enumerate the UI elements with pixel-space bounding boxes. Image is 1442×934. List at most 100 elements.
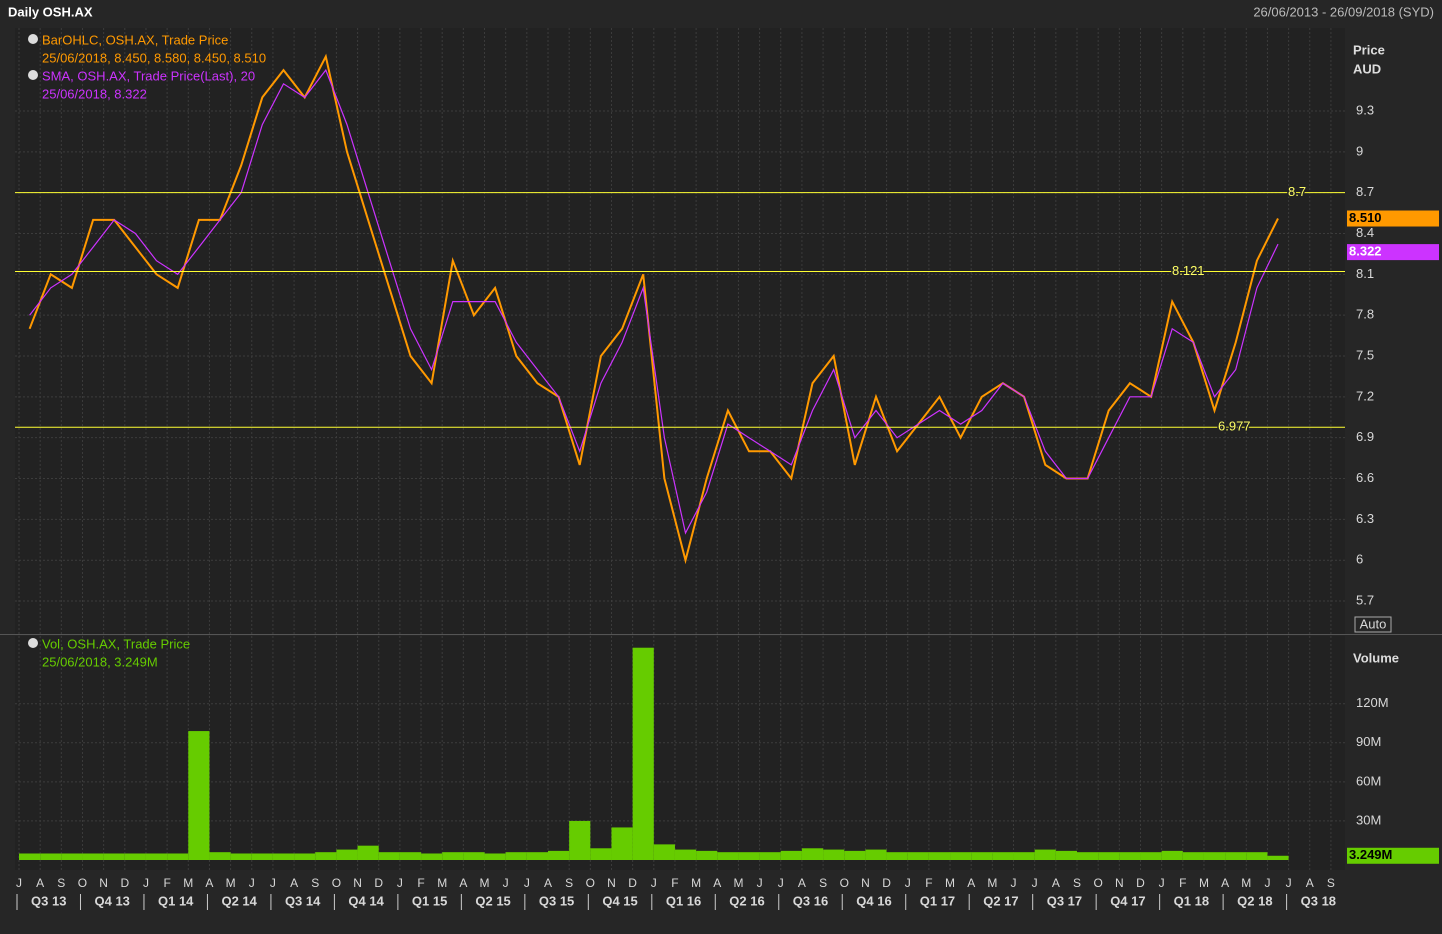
x-tick-label: S bbox=[311, 876, 319, 890]
x-tick-label: A bbox=[1052, 876, 1060, 890]
volume-bar bbox=[336, 849, 358, 860]
x-tick-label: J bbox=[1264, 876, 1270, 890]
volume-panel bbox=[15, 636, 1345, 870]
volume-bar bbox=[230, 853, 252, 860]
volume-bar bbox=[1225, 852, 1247, 860]
scale-mode[interactable]: Auto bbox=[1360, 616, 1387, 631]
volume-bar bbox=[674, 849, 697, 860]
volume-bar bbox=[378, 852, 400, 860]
x-tick-label: J bbox=[1286, 876, 1292, 890]
volume-bar bbox=[40, 853, 62, 860]
y-tick-label: 8.4 bbox=[1356, 225, 1374, 240]
volume-bar bbox=[1182, 852, 1204, 860]
volume-bar bbox=[992, 852, 1014, 860]
volume-bar bbox=[103, 853, 125, 860]
volume-bar bbox=[759, 852, 781, 860]
y-tick-label: 60M bbox=[1356, 773, 1381, 788]
y-tick-label: 9 bbox=[1356, 143, 1363, 158]
scale-button[interactable] bbox=[1354, 616, 1392, 633]
x-tick-label: J bbox=[757, 876, 763, 890]
y-tick-label: 9.3 bbox=[1356, 102, 1374, 117]
quarter-label: Q4 17 bbox=[1110, 893, 1145, 908]
title: Daily OSH.AX bbox=[8, 4, 93, 19]
level-label: 6.977 bbox=[1218, 419, 1251, 434]
x-tick-label: F bbox=[1179, 876, 1186, 890]
legend-icon[interactable] bbox=[28, 638, 38, 648]
volume-bar bbox=[801, 848, 824, 860]
quarter-label: Q3 16 bbox=[793, 893, 828, 908]
volume-bar bbox=[865, 849, 887, 860]
x-tick-label: A bbox=[798, 876, 806, 890]
legend-icon[interactable] bbox=[28, 70, 38, 80]
x-tick-label: J bbox=[651, 876, 657, 890]
volume-bar bbox=[526, 852, 548, 860]
y-tick-label: 30M bbox=[1356, 812, 1381, 827]
x-tick-label: A bbox=[1306, 876, 1314, 890]
x-tick-label: M bbox=[1199, 876, 1209, 890]
volume-bar bbox=[399, 852, 422, 860]
legend-icon[interactable] bbox=[28, 34, 38, 44]
x-tick-label: M bbox=[945, 876, 955, 890]
legend-detail: 25/06/2018, 8.322 bbox=[42, 86, 147, 101]
x-tick-label: F bbox=[417, 876, 424, 890]
volume-bar bbox=[1246, 852, 1268, 860]
quarter-label: Q1 15 bbox=[412, 893, 447, 908]
x-tick-label: A bbox=[1221, 876, 1229, 890]
volume-bar bbox=[251, 853, 273, 860]
volume-bar bbox=[315, 852, 337, 860]
x-tick-label: M bbox=[987, 876, 997, 890]
volume-bar bbox=[1119, 852, 1141, 860]
x-tick-label: M bbox=[437, 876, 447, 890]
x-tick-label: J bbox=[905, 876, 911, 890]
quarter-label: Q1 18 bbox=[1174, 893, 1209, 908]
x-tick-label: A bbox=[36, 876, 44, 890]
volume-bar bbox=[188, 731, 210, 860]
volume-bar bbox=[1055, 850, 1077, 860]
x-tick-label: A bbox=[544, 876, 552, 890]
volume-bar bbox=[907, 852, 929, 860]
x-tick-label: D bbox=[374, 876, 383, 890]
x-tick-label: D bbox=[120, 876, 129, 890]
volume-bar bbox=[209, 852, 231, 860]
volume-bar bbox=[82, 853, 104, 860]
volume-bar bbox=[167, 853, 189, 860]
volume-bar bbox=[823, 849, 845, 860]
y-tick-label: 7.8 bbox=[1356, 307, 1374, 322]
y-tick-label: 7.2 bbox=[1356, 388, 1374, 403]
x-tick-label: S bbox=[1327, 876, 1335, 890]
x-tick-label: O bbox=[332, 876, 341, 890]
x-tick-label: N bbox=[861, 876, 870, 890]
price-panel bbox=[15, 28, 1345, 634]
volume-bar bbox=[357, 845, 379, 860]
last-value-label: 8.322 bbox=[1349, 244, 1382, 259]
x-tick-label: S bbox=[1073, 876, 1081, 890]
x-tick-label: A bbox=[459, 876, 467, 890]
x-tick-label: F bbox=[925, 876, 932, 890]
y-tick-label: 6 bbox=[1356, 552, 1363, 567]
volume-bar bbox=[928, 852, 951, 860]
x-tick-label: J bbox=[1032, 876, 1038, 890]
x-tick-label: J bbox=[1159, 876, 1165, 890]
y-tick-label: 120M bbox=[1356, 695, 1389, 710]
x-tick-label: F bbox=[163, 876, 170, 890]
volume-bar bbox=[442, 852, 464, 860]
x-tick-label: J bbox=[524, 876, 530, 890]
quarter-label: Q2 15 bbox=[475, 893, 510, 908]
x-tick-label: F bbox=[671, 876, 678, 890]
quarter-label: Q3 13 bbox=[31, 893, 66, 908]
x-tick-label: A bbox=[205, 876, 213, 890]
volume-bar bbox=[463, 852, 485, 860]
y-tick-label: 5.7 bbox=[1356, 592, 1374, 607]
x-tick-label: S bbox=[565, 876, 573, 890]
x-tick-label: J bbox=[397, 876, 403, 890]
y-tick-label: 6.3 bbox=[1356, 511, 1374, 526]
volume-bar bbox=[569, 820, 591, 860]
legend-label: SMA, OSH.AX, Trade Price(Last), 20 bbox=[42, 68, 255, 83]
volume-bar bbox=[505, 852, 527, 860]
last-value-tag bbox=[1347, 847, 1439, 864]
last-value-label: 8.510 bbox=[1349, 210, 1382, 225]
quarter-label: Q3 18 bbox=[1301, 893, 1336, 908]
x-tick-label: J bbox=[270, 876, 276, 890]
legend-detail: 25/06/2018, 3.249M bbox=[42, 654, 158, 669]
